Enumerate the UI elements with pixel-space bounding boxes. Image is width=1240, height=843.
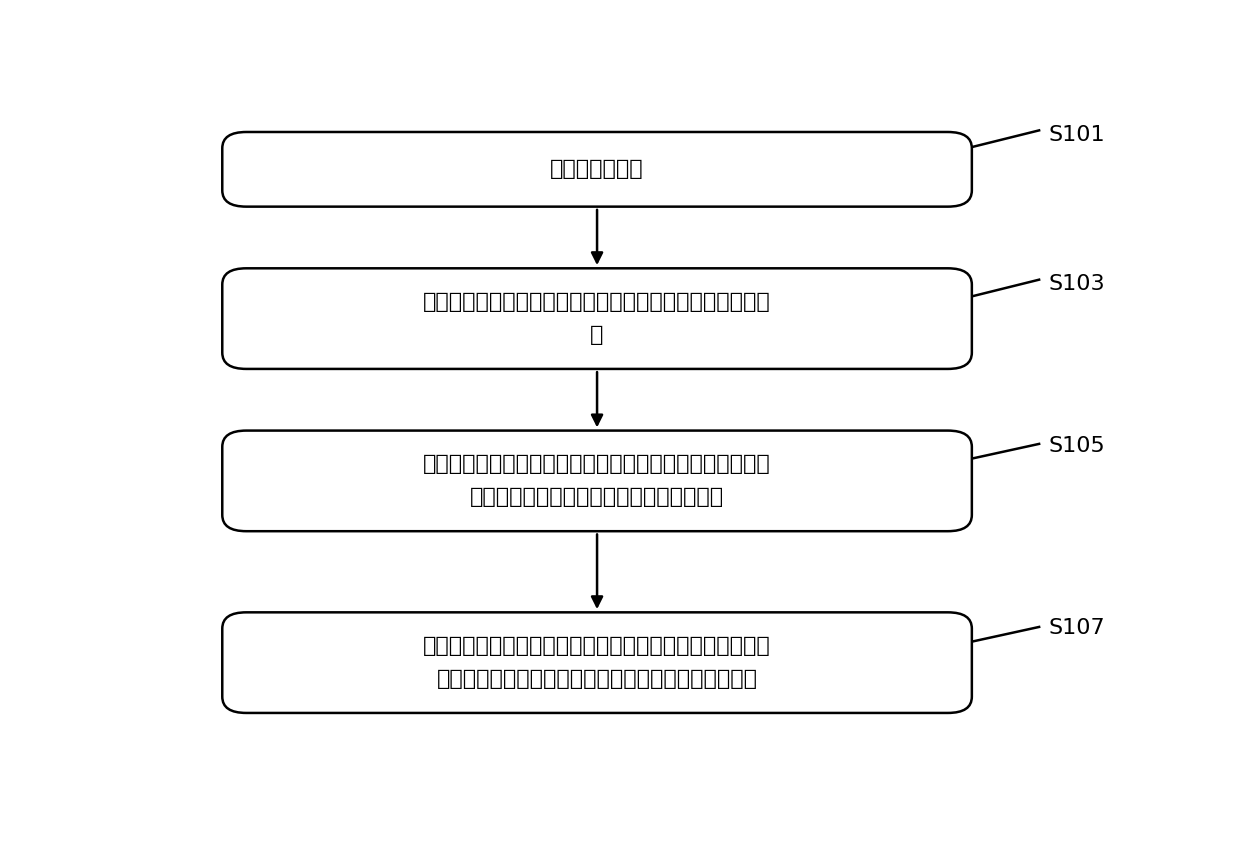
FancyBboxPatch shape [222, 132, 972, 207]
Text: 对所述待识别图像进行肺结节图像检测，得到肺结节检测图
像: 对所述待识别图像进行肺结节图像检测，得到肺结节检测图 像 [423, 293, 771, 345]
FancyBboxPatch shape [222, 431, 972, 531]
Text: S101: S101 [1049, 125, 1105, 145]
FancyBboxPatch shape [222, 612, 972, 713]
Text: S103: S103 [1049, 274, 1105, 294]
Text: 基于所述肺结节检测图像、左右肺分割图像及肺叶分割图像
，对每个所述肺结节检测子图像进行肺结节的位置分类: 基于所述肺结节检测图像、左右肺分割图像及肺叶分割图像 ，对每个所述肺结节检测子图… [423, 636, 771, 689]
Text: 获取待识别图像: 获取待识别图像 [551, 159, 644, 180]
Text: S107: S107 [1049, 618, 1105, 638]
FancyBboxPatch shape [222, 268, 972, 369]
Text: 对所述待识别图像分别进行左右肺分割处理和肺叶分割处理
，分别得到左右肺分割图像和肺叶分割图像: 对所述待识别图像分别进行左右肺分割处理和肺叶分割处理 ，分别得到左右肺分割图像和… [423, 454, 771, 507]
Text: S105: S105 [1049, 437, 1106, 457]
